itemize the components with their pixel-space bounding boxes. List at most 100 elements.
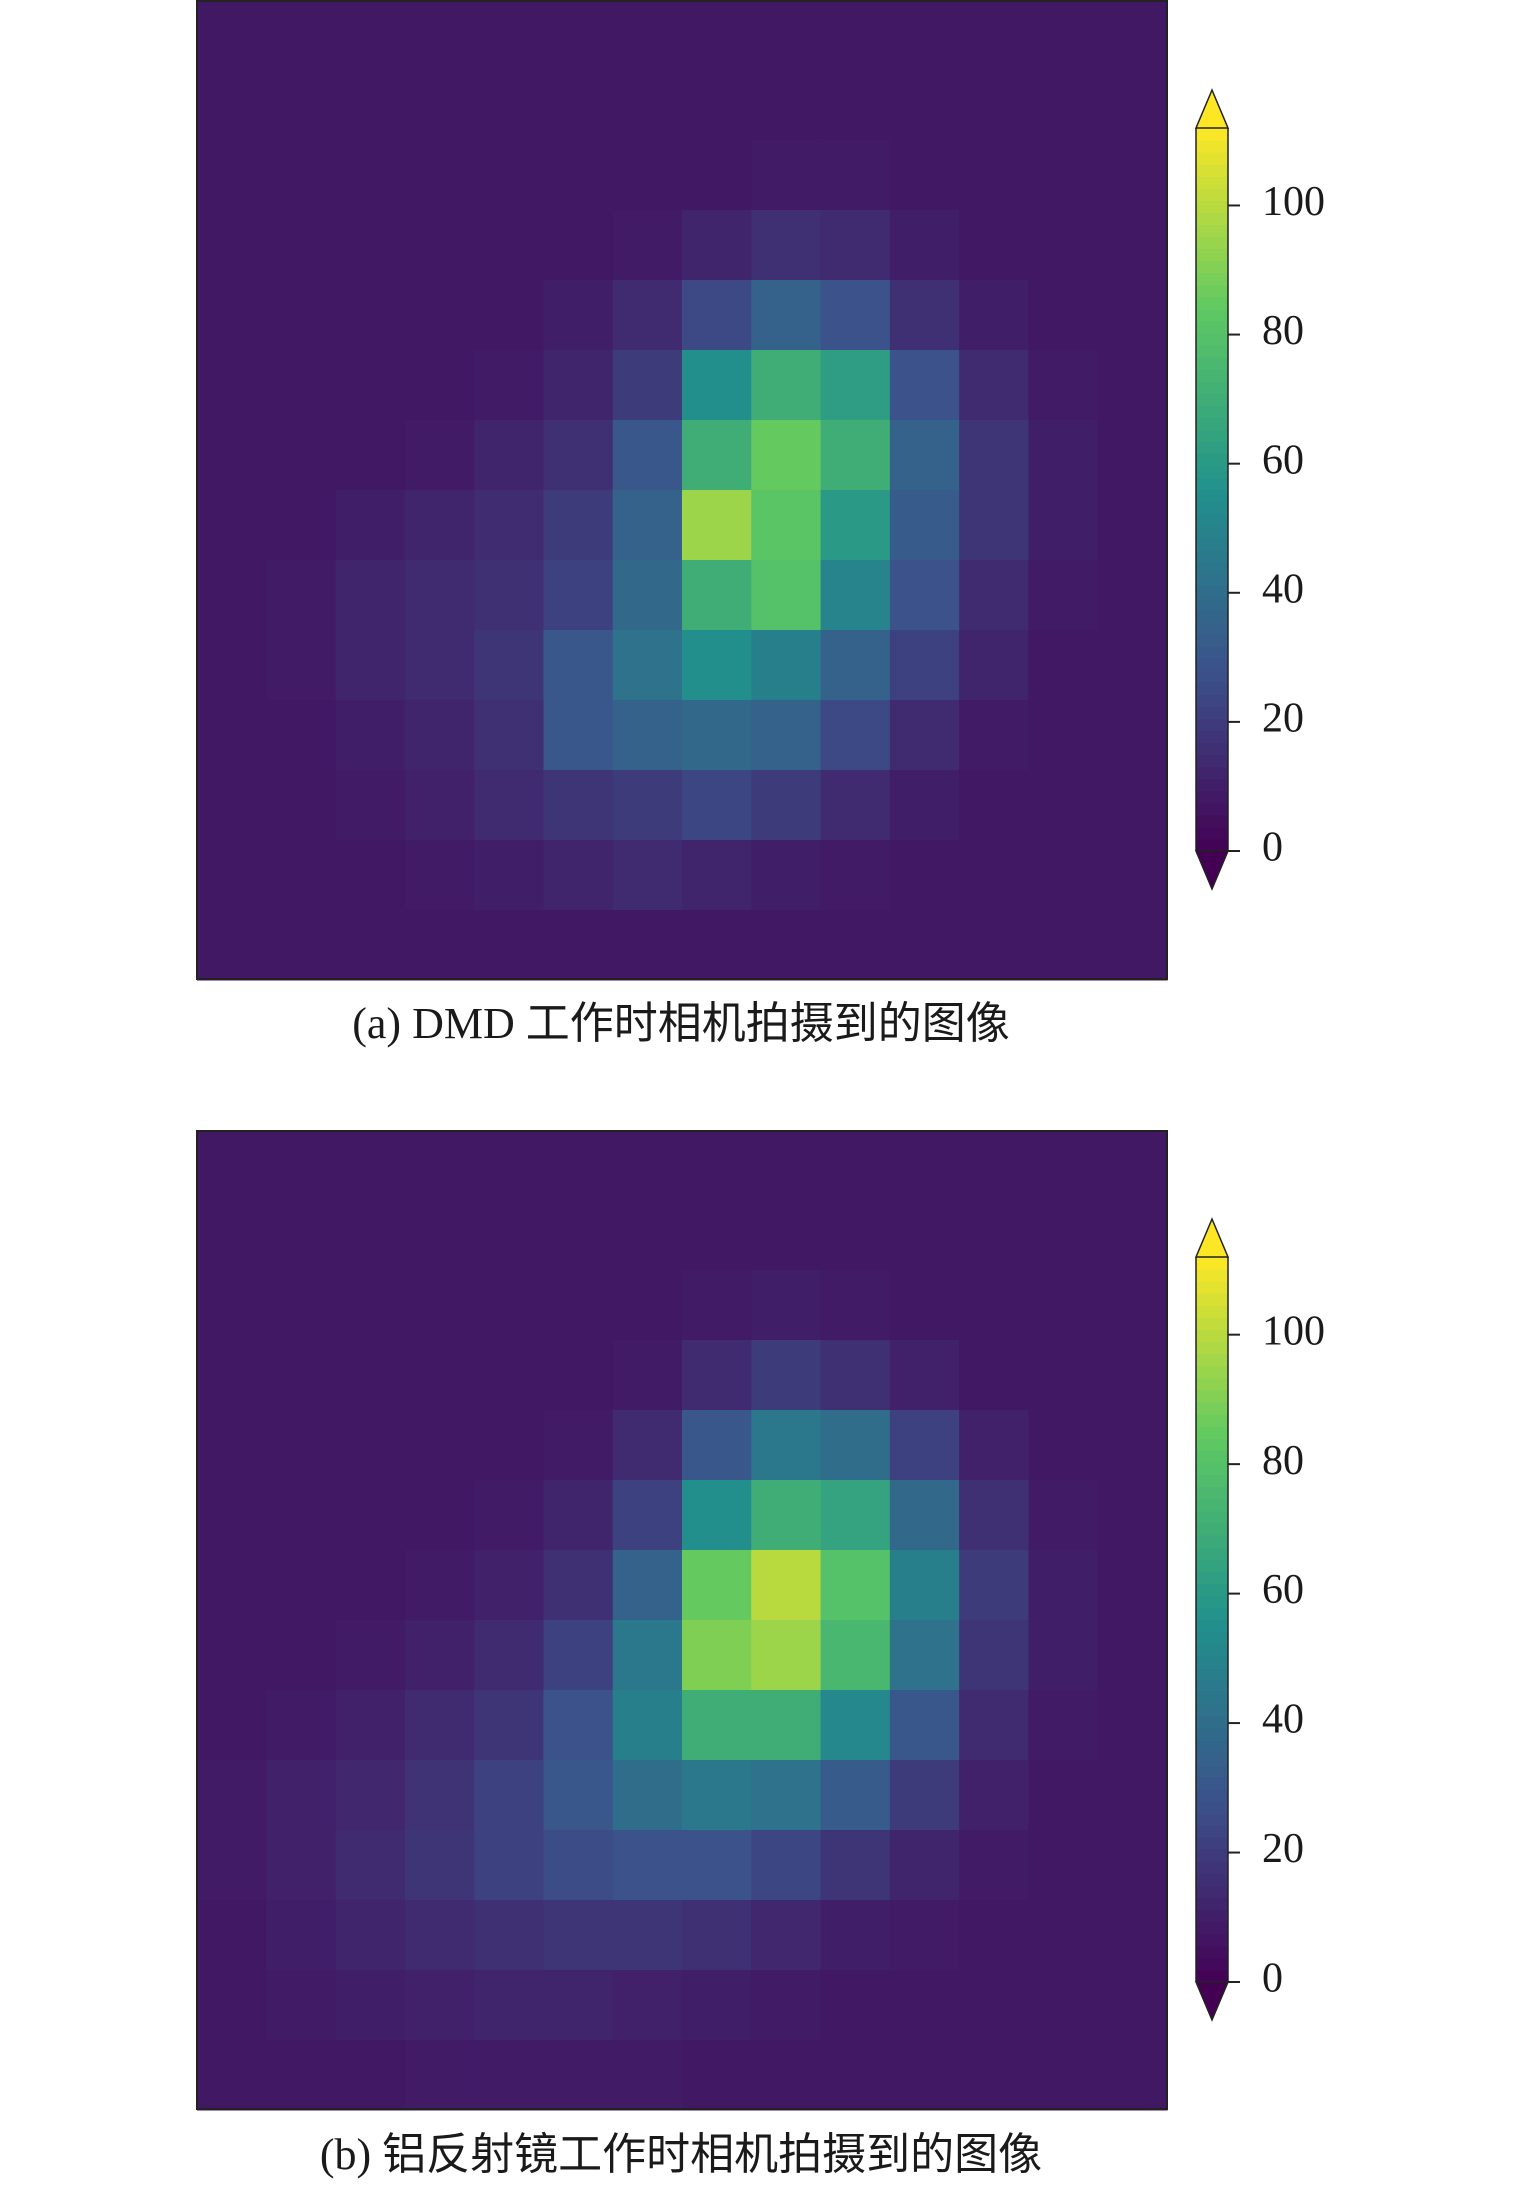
heatmap-cell [474,350,544,421]
colorbar-segment [1196,393,1228,406]
colorbar-segment [1196,284,1228,298]
heatmap-cell [820,420,891,491]
heatmap-cell [959,210,1029,281]
heatmap-cell [612,1270,683,1341]
heatmap-cell [543,630,614,701]
colorbar-segment [1196,513,1228,527]
colorbar-segment [1196,682,1228,695]
heatmap-cell [751,140,822,211]
heatmap-cell [682,630,752,701]
heatmap-cell [404,280,475,351]
heatmap-cell [1097,630,1168,701]
colorbar-segment [1196,1377,1228,1391]
heatmap-cell [889,700,960,771]
colorbar-segment [1196,694,1228,707]
colorbar-segment [1196,1655,1228,1669]
heatmap-cell [1028,1480,1099,1551]
heatmap-cell [959,1970,1029,2041]
heatmap-cell [682,1900,752,1971]
heatmap-cell [612,0,683,71]
heatmap-cell [820,1200,891,1271]
caption: (b) 铝反射镜工作时相机拍摄到的图像 [320,2130,1042,2179]
heatmap-cell [266,1830,337,1901]
colorbar-segment [1196,1281,1228,1294]
heatmap-cell [543,770,614,841]
heatmap-cell [751,210,822,281]
colorbar-segment [1196,308,1228,322]
colorbar-tick-label: 100 [1262,1308,1325,1354]
heatmap-cell [474,1200,544,1271]
colorbar-tick-label: 0 [1262,825,1283,871]
heatmap-cell [266,2040,337,2111]
colorbar-segment [1196,1957,1228,1971]
heatmap-cell [820,1830,891,1901]
heatmap-cell [889,420,960,491]
heatmap-cell [612,350,683,421]
colorbar-segment [1196,1692,1228,1705]
colorbar-segment [1196,140,1228,153]
heatmap-cell [543,2040,614,2111]
colorbar-segment [1196,236,1228,250]
heatmap-cell [889,1900,960,1971]
heatmap-cell [1028,1970,1099,2041]
heatmap-cell [404,1200,475,1271]
colorbar-segment [1196,1571,1228,1584]
heatmap-cell [959,1900,1029,1971]
heatmap-cell [959,840,1029,911]
heatmap-cell [820,490,891,561]
heatmap-cell [266,630,337,701]
heatmap-cell [543,1690,614,1761]
colorbar-segment [1196,1293,1228,1306]
heatmap-cell [543,140,614,211]
heatmap-cell [682,910,752,981]
heatmap-cell [404,770,475,841]
colorbar-segment [1196,742,1228,756]
heatmap-cell [959,630,1029,701]
heatmap-cell [751,560,822,631]
heatmap-cell [543,1340,614,1411]
heatmap-cell [404,1830,475,1901]
heatmap-cell [266,1550,337,1621]
colorbar-segment [1196,224,1228,238]
heatmap-cell [1097,560,1168,631]
heatmap-cell [474,70,544,141]
heatmap-cell [1097,1760,1168,1831]
heatmap-cell [404,70,475,141]
heatmap-cell [335,700,406,771]
heatmap-cell [197,700,267,771]
heatmap-cell [197,490,267,561]
heatmap-cell [889,0,960,71]
heatmap-cell [889,1970,960,2041]
heatmap-cell [474,630,544,701]
heatmap-cell [335,1130,406,1201]
heatmap-cell [474,1480,544,1551]
heatmap-cell [682,1130,752,1201]
heatmap-cell [197,770,267,841]
heatmap-cell [889,2040,960,2111]
heatmap-cell [751,1760,822,1831]
heatmap-cell [474,1690,544,1761]
heatmap-cell [959,490,1029,561]
heatmap-cell [1097,1830,1168,1901]
heatmap-cell [543,560,614,631]
colorbar-segment [1196,356,1228,370]
colorbar-segment [1196,429,1228,442]
heatmap-cell [266,1480,337,1551]
heatmap-cell [404,1340,475,1411]
heatmap-cell [959,1270,1029,1341]
heatmap-cell [612,1900,683,1971]
heatmap-cell [959,1620,1029,1691]
heatmap-cell [889,1340,960,1411]
heatmap-cell [889,770,960,841]
heatmap-cell [751,1200,822,1271]
colorbar-segment [1196,465,1228,479]
heatmap-cell [543,1200,614,1271]
heatmap-cell [682,560,752,631]
heatmap-cell [682,1620,752,1691]
colorbar-segment [1196,260,1228,274]
heatmap-cell [404,1620,475,1691]
colorbar-segment [1196,1824,1228,1838]
heatmap-cell [197,0,267,71]
heatmap-cell [543,1550,614,1621]
